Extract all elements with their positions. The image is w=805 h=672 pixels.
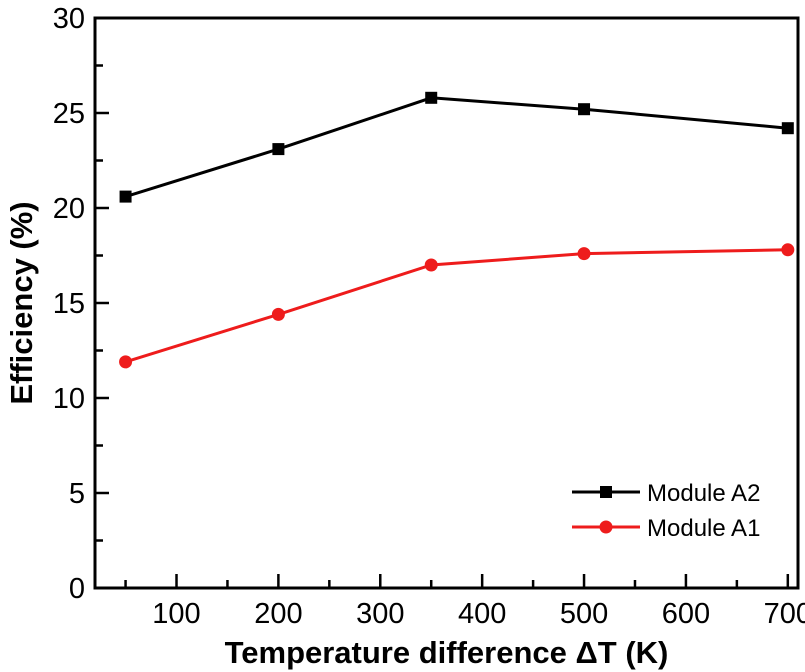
series-layer (119, 91, 795, 369)
legend-item: Module A1 (572, 515, 760, 542)
series-line (125, 248, 788, 364)
x-tick-label: 100 (152, 598, 200, 630)
series-line (125, 96, 788, 199)
series-module-a2 (119, 91, 794, 203)
x-tick-label: 300 (356, 598, 404, 630)
x-axis-title: Temperature difference ΔT (K) (225, 635, 669, 670)
axes: 100 200 300 400 500 600 700 0 5 10 15 20 25 30 (53, 3, 805, 630)
data-point (119, 355, 133, 369)
legend-label: Module A1 (647, 515, 760, 542)
x-tick-label: 400 (458, 598, 506, 630)
data-point (119, 190, 132, 203)
y-tick-label: 0 (69, 573, 85, 605)
x-tick-label: 600 (662, 598, 710, 630)
y-tick-label: 30 (53, 3, 85, 35)
data-point (781, 122, 794, 135)
data-point (425, 91, 438, 104)
y-tick-label: 10 (53, 383, 85, 415)
legend-item: Module A2 (572, 480, 760, 507)
y-tick-label: 20 (53, 193, 85, 225)
data-point (271, 307, 285, 321)
x-tick-label: 200 (254, 598, 302, 630)
legend: Module A2 Module A1 (572, 480, 760, 542)
data-point (781, 243, 795, 257)
data-point (577, 247, 591, 261)
y-axis-title: Efficiency (%) (4, 201, 39, 404)
data-point (424, 258, 438, 272)
legend-marker (600, 486, 612, 498)
legend-label: Module A2 (647, 480, 760, 507)
x-tick-label: 500 (560, 598, 608, 630)
legend-marker (599, 520, 613, 534)
x-tick-label: 700 (764, 598, 805, 630)
data-point (578, 103, 591, 116)
data-point (272, 143, 285, 156)
y-tick-label: 25 (53, 98, 85, 130)
y-tick-label: 5 (69, 478, 85, 510)
y-tick-label: 15 (53, 288, 85, 320)
series-module-a1 (119, 243, 795, 369)
